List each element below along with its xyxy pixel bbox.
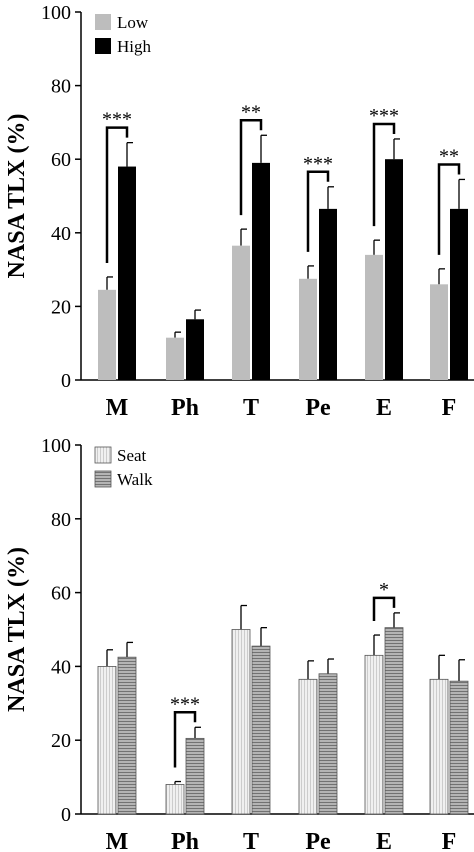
significance-label: ** bbox=[241, 101, 261, 123]
bar-high-e bbox=[385, 159, 403, 380]
x-tick-label: Ph bbox=[171, 829, 199, 852]
x-tick-label: Ph bbox=[171, 395, 199, 421]
legend-label-low: Low bbox=[117, 13, 149, 32]
significance-label: *** bbox=[369, 105, 399, 127]
bar-walk-t bbox=[251, 645, 271, 815]
legend-label-walk: Walk bbox=[117, 470, 153, 489]
bar-high-f bbox=[450, 208, 468, 380]
y-tick-label: 0 bbox=[61, 370, 71, 392]
bar-walk-ph bbox=[185, 737, 205, 815]
y-tick-label: 20 bbox=[51, 296, 71, 318]
x-tick-label: E bbox=[376, 829, 392, 852]
y-tick-label: 100 bbox=[41, 2, 71, 24]
x-tick-label: M bbox=[106, 395, 129, 421]
bar-seat-t bbox=[231, 629, 251, 815]
legend-swatch-seat bbox=[94, 446, 112, 464]
bar-low-t bbox=[232, 245, 250, 380]
y-tick-label: 40 bbox=[51, 223, 71, 245]
y-tick-label: 60 bbox=[51, 149, 71, 171]
y-tick-label: 0 bbox=[61, 804, 71, 826]
significance-bracket bbox=[372, 122, 396, 227]
y-tick-label: 40 bbox=[51, 656, 71, 678]
x-tick-label: T bbox=[243, 829, 259, 852]
y-tick-label: 60 bbox=[51, 583, 71, 605]
bar-seat-f bbox=[429, 678, 449, 815]
significance-label: *** bbox=[170, 693, 200, 715]
x-tick-label: Pe bbox=[305, 395, 331, 421]
y-tick-label: 100 bbox=[41, 435, 71, 457]
significance-label: *** bbox=[303, 153, 333, 175]
bar-walk-m bbox=[117, 656, 137, 815]
legend-label-high: High bbox=[117, 37, 152, 56]
x-tick-label: F bbox=[442, 395, 457, 421]
bar-seat-pe bbox=[298, 678, 318, 815]
legend-swatch-high bbox=[95, 38, 111, 54]
bar-seat-e bbox=[364, 654, 384, 815]
bar-seat-ph bbox=[165, 784, 185, 815]
bar-low-pe bbox=[299, 278, 317, 380]
x-tick-label: F bbox=[442, 829, 457, 852]
bar-high-t bbox=[252, 162, 270, 380]
y-axis-label: NASA TLX (%) bbox=[4, 547, 30, 712]
bar-high-ph bbox=[186, 319, 204, 380]
bar-walk-e bbox=[384, 627, 404, 815]
significance-bracket bbox=[173, 711, 197, 768]
significance-bracket bbox=[437, 163, 461, 255]
y-axis-label: NASA TLX (%) bbox=[4, 114, 30, 279]
bar-walk-pe bbox=[318, 673, 338, 815]
y-tick-label: 20 bbox=[51, 730, 71, 752]
significance-label: * bbox=[379, 579, 389, 601]
significance-bracket bbox=[239, 119, 263, 216]
bar-high-m bbox=[118, 166, 136, 380]
bar-low-e bbox=[365, 254, 383, 380]
x-tick-label: T bbox=[243, 395, 259, 421]
bar-low-ph bbox=[166, 337, 184, 380]
x-tick-label: M bbox=[106, 829, 129, 852]
bar-low-f bbox=[430, 284, 448, 380]
bar-seat-m bbox=[97, 666, 117, 815]
y-tick-label: 80 bbox=[51, 76, 71, 98]
x-tick-label: Pe bbox=[305, 829, 331, 852]
x-tick-label: E bbox=[376, 395, 392, 421]
legend-swatch-low bbox=[95, 14, 111, 30]
bar-low-m bbox=[98, 289, 116, 380]
y-tick-label: 80 bbox=[51, 509, 71, 531]
significance-label: ** bbox=[439, 145, 459, 167]
significance-bracket bbox=[105, 126, 129, 263]
legend-label-seat: Seat bbox=[117, 446, 147, 465]
significance-label: *** bbox=[102, 109, 132, 131]
significance-bracket bbox=[372, 596, 396, 622]
bar-walk-f bbox=[449, 680, 469, 815]
bar-high-pe bbox=[319, 208, 337, 380]
legend-swatch-walk bbox=[94, 470, 112, 488]
significance-bracket bbox=[306, 170, 330, 252]
